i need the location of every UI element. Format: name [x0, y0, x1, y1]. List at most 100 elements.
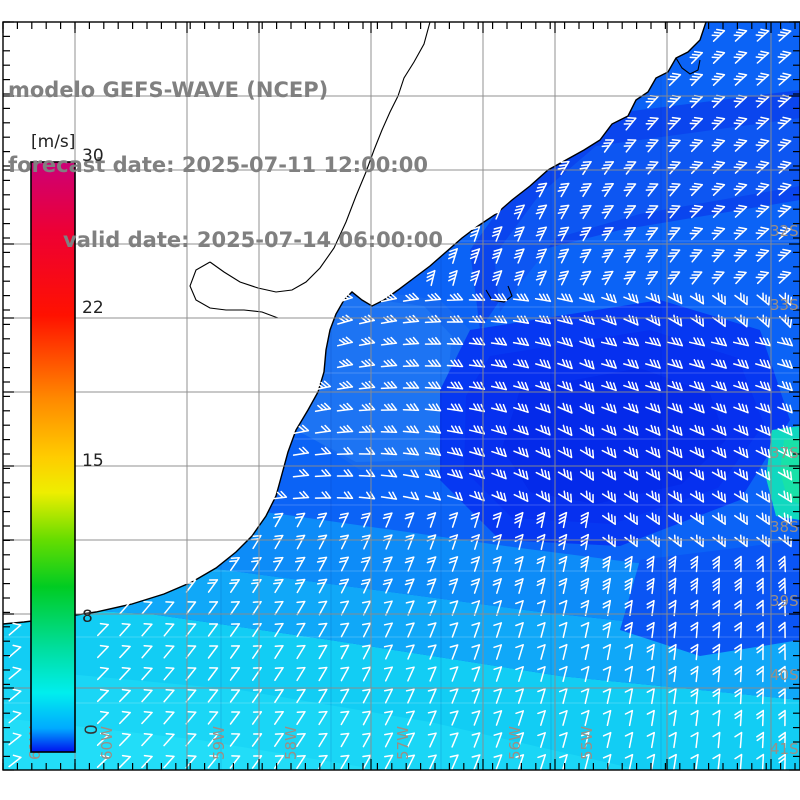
wind-barb — [668, 621, 677, 639]
wind-barb — [776, 337, 794, 347]
wind-barb — [405, 666, 415, 682]
wind-barb — [580, 643, 590, 661]
wind-barb — [535, 182, 548, 198]
wind-barb — [491, 468, 507, 480]
wind-barb — [405, 754, 416, 770]
wind-barb — [623, 468, 639, 481]
wind-barb — [623, 380, 639, 392]
wind-barb — [756, 599, 764, 617]
wind-barb — [689, 468, 705, 481]
wind-barb — [580, 511, 590, 529]
wind-barb — [318, 644, 328, 660]
wind-barb — [778, 621, 786, 639]
wind-barb — [601, 226, 614, 242]
wind-barb — [296, 754, 306, 770]
wind-barb — [734, 534, 748, 548]
wind-barb — [558, 511, 568, 529]
wind-barb — [778, 534, 792, 548]
wind-barb — [712, 709, 721, 727]
wind-barb — [646, 643, 655, 661]
wind-barb — [558, 533, 568, 551]
wind-barb — [490, 381, 508, 391]
wind-barb — [314, 491, 332, 499]
wind-barb — [623, 117, 637, 131]
wind-barb — [469, 248, 481, 264]
wind-barb — [734, 731, 743, 749]
wind-barb — [294, 512, 306, 528]
wind-barb — [559, 710, 568, 726]
wind-barb — [336, 491, 354, 500]
wind-barb — [272, 556, 284, 572]
wind-barb — [535, 270, 547, 286]
wind-barb — [449, 666, 459, 682]
wind-barb — [623, 446, 639, 459]
wind-barb — [602, 643, 612, 661]
wind-barb — [712, 292, 726, 305]
wind-barb — [667, 249, 681, 263]
wind-barb — [624, 687, 634, 705]
wind-barb — [207, 579, 219, 593]
wind-barb — [229, 689, 241, 703]
wind-barb — [624, 577, 633, 595]
wind-barb — [668, 555, 677, 573]
wind-barb — [119, 644, 131, 659]
wind-barb — [383, 622, 393, 638]
wind-barb — [623, 402, 639, 414]
wind-barb — [8, 754, 22, 768]
wind-barb — [513, 270, 525, 286]
wind-barb — [734, 314, 748, 328]
wind-barb — [711, 226, 726, 240]
wind-barb — [207, 601, 219, 615]
wind-barb — [471, 666, 481, 682]
wind-barb — [449, 732, 459, 748]
wind-barb — [777, 138, 792, 152]
wind-barb — [756, 534, 770, 548]
wind-barb — [338, 578, 350, 594]
wind-barb — [689, 226, 704, 241]
wind-barb — [646, 731, 656, 749]
wind-barb — [251, 755, 263, 769]
wind-barb — [690, 555, 699, 573]
wind-barb — [336, 424, 354, 434]
wind-barb — [777, 380, 793, 392]
wind-barb — [755, 226, 770, 240]
wind-barb — [424, 403, 442, 412]
lon-label: 60W — [98, 726, 116, 760]
wind-barb — [405, 688, 415, 704]
wind-barb — [557, 248, 570, 264]
wind-barb — [557, 490, 573, 503]
wind-barb — [493, 732, 503, 748]
wind-barb — [624, 643, 634, 661]
wind-barb — [402, 447, 420, 456]
wind-barb — [646, 555, 655, 573]
wind-barb — [579, 424, 595, 437]
wind-barb — [537, 754, 547, 770]
wind-barb — [689, 72, 704, 87]
wind-barb — [426, 556, 437, 572]
wind-barb — [689, 116, 704, 131]
wind-barb — [383, 600, 393, 616]
wind-barb — [734, 665, 743, 683]
wind-barb — [8, 622, 22, 636]
wind-barb — [733, 204, 748, 218]
wind-barb — [535, 446, 551, 458]
wind-barb — [623, 161, 637, 175]
wind-barb — [755, 204, 770, 218]
wind-barb — [336, 358, 354, 369]
wind-barb — [97, 666, 109, 681]
axis-frame — [2, 21, 800, 771]
lat-label: 41S — [770, 740, 799, 758]
wind-barb — [645, 249, 659, 263]
wind-barb — [119, 732, 131, 747]
wind-barb — [512, 337, 530, 347]
wind-barb — [667, 380, 683, 392]
wind-barb — [251, 733, 263, 747]
wind-barb — [493, 622, 503, 638]
wind-barb — [689, 424, 705, 436]
wind-barb — [384, 732, 394, 748]
wind-barb — [667, 292, 683, 305]
wind-barb — [207, 689, 219, 703]
wind-barb — [380, 403, 398, 411]
wind-barb — [318, 688, 328, 704]
wind-barb — [535, 204, 548, 220]
